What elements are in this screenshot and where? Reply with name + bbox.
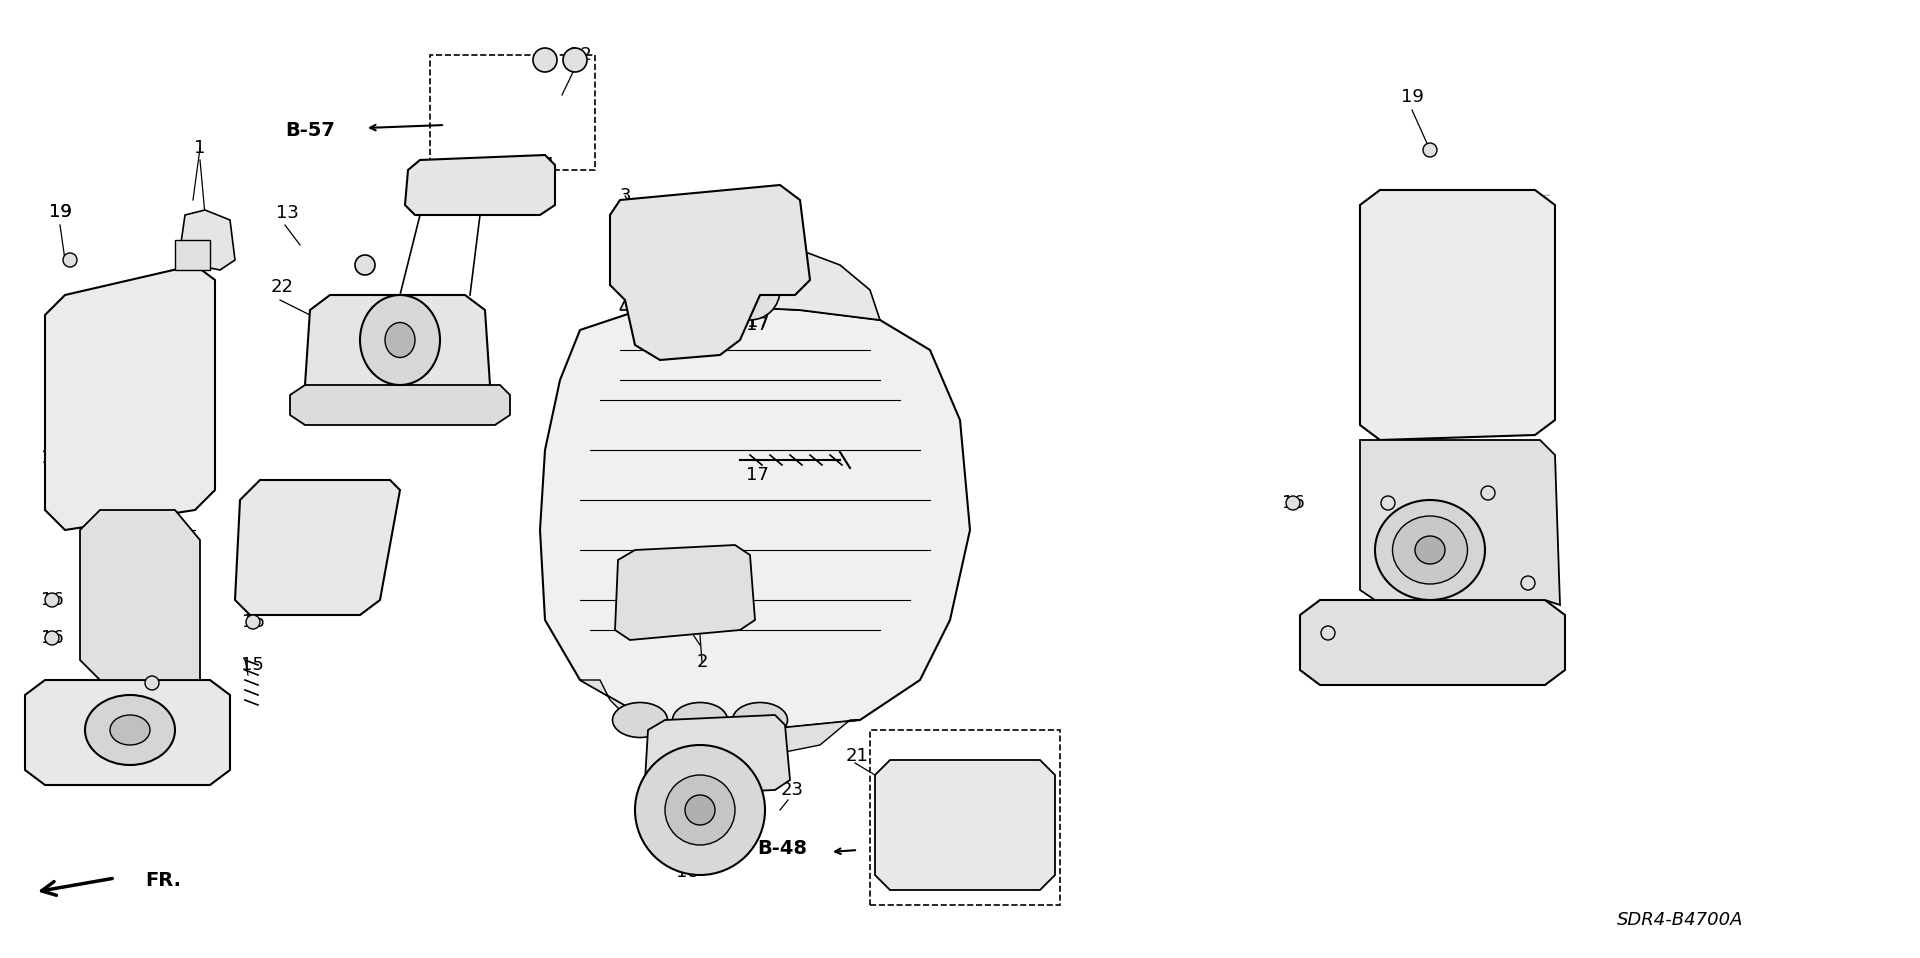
Ellipse shape	[1392, 516, 1467, 584]
Text: 17: 17	[747, 313, 770, 331]
Circle shape	[534, 48, 557, 72]
Text: 16: 16	[40, 591, 63, 609]
Text: 15: 15	[240, 656, 263, 674]
Text: 12: 12	[568, 46, 591, 64]
Polygon shape	[234, 480, 399, 615]
Text: 23: 23	[781, 781, 803, 799]
Polygon shape	[620, 245, 879, 320]
Text: 14: 14	[1471, 333, 1494, 351]
Text: 17: 17	[745, 316, 768, 334]
Polygon shape	[305, 295, 490, 400]
Circle shape	[685, 795, 714, 825]
Ellipse shape	[1415, 536, 1446, 564]
Circle shape	[1321, 626, 1334, 640]
Text: 18: 18	[676, 863, 699, 881]
Bar	[175, 240, 209, 270]
Polygon shape	[645, 715, 789, 795]
Text: 18: 18	[710, 813, 733, 831]
Text: 16: 16	[242, 613, 265, 631]
Ellipse shape	[109, 715, 150, 745]
Circle shape	[246, 615, 259, 629]
Circle shape	[1521, 576, 1534, 590]
Text: 22: 22	[271, 278, 294, 296]
Text: 16: 16	[140, 674, 163, 692]
Polygon shape	[290, 385, 511, 425]
Ellipse shape	[84, 695, 175, 765]
Polygon shape	[405, 155, 555, 215]
Text: 20: 20	[173, 244, 196, 262]
Polygon shape	[25, 680, 230, 785]
Text: 9: 9	[152, 751, 163, 769]
Polygon shape	[876, 760, 1054, 890]
Text: 21: 21	[845, 747, 868, 765]
Ellipse shape	[672, 702, 728, 738]
Circle shape	[44, 593, 60, 607]
Text: 2: 2	[697, 653, 708, 671]
Text: B-48: B-48	[756, 838, 806, 857]
Circle shape	[355, 255, 374, 275]
Text: 20: 20	[175, 243, 198, 261]
Text: B-57: B-57	[284, 121, 334, 140]
Polygon shape	[44, 265, 215, 530]
Ellipse shape	[386, 323, 415, 357]
Polygon shape	[1300, 600, 1565, 685]
Circle shape	[1480, 486, 1496, 500]
Text: 8: 8	[457, 369, 468, 387]
Text: 7: 7	[1484, 279, 1496, 297]
Circle shape	[146, 676, 159, 690]
Ellipse shape	[1375, 500, 1484, 600]
Circle shape	[44, 631, 60, 645]
Text: 19: 19	[48, 203, 71, 221]
Text: 4: 4	[541, 156, 553, 174]
Circle shape	[1286, 496, 1300, 510]
Text: 16: 16	[1377, 494, 1400, 512]
Circle shape	[1380, 496, 1396, 510]
Ellipse shape	[361, 295, 440, 385]
Polygon shape	[611, 185, 810, 360]
Text: 10: 10	[40, 449, 63, 467]
Text: 16: 16	[1476, 484, 1500, 502]
Text: 5: 5	[300, 583, 311, 601]
Text: 3: 3	[620, 187, 632, 205]
Circle shape	[563, 48, 588, 72]
Text: 19: 19	[1400, 88, 1423, 106]
Text: FR.: FR.	[146, 871, 180, 889]
Polygon shape	[540, 305, 970, 730]
Text: 16: 16	[40, 629, 63, 647]
Text: 19: 19	[48, 203, 71, 221]
Text: 16: 16	[1517, 574, 1540, 592]
Circle shape	[720, 260, 780, 320]
Bar	[430, 55, 595, 170]
Text: 1: 1	[194, 139, 205, 157]
Polygon shape	[1359, 440, 1559, 605]
Text: 20: 20	[689, 583, 712, 601]
Polygon shape	[180, 210, 234, 270]
Ellipse shape	[733, 702, 787, 738]
Text: 17: 17	[745, 466, 768, 484]
Circle shape	[1423, 143, 1436, 157]
Text: 11: 11	[708, 728, 732, 746]
Polygon shape	[1359, 190, 1555, 440]
Polygon shape	[580, 680, 860, 760]
Circle shape	[636, 745, 764, 875]
Text: 16: 16	[1283, 494, 1304, 512]
Text: SDR4-B4700A: SDR4-B4700A	[1617, 911, 1743, 929]
Polygon shape	[614, 545, 755, 640]
Circle shape	[63, 253, 77, 267]
Polygon shape	[81, 510, 200, 680]
Text: 6: 6	[1334, 613, 1346, 631]
Ellipse shape	[612, 702, 668, 738]
Bar	[870, 730, 1060, 905]
Text: 16: 16	[1317, 624, 1340, 642]
Text: 13: 13	[276, 204, 298, 222]
Circle shape	[664, 775, 735, 845]
